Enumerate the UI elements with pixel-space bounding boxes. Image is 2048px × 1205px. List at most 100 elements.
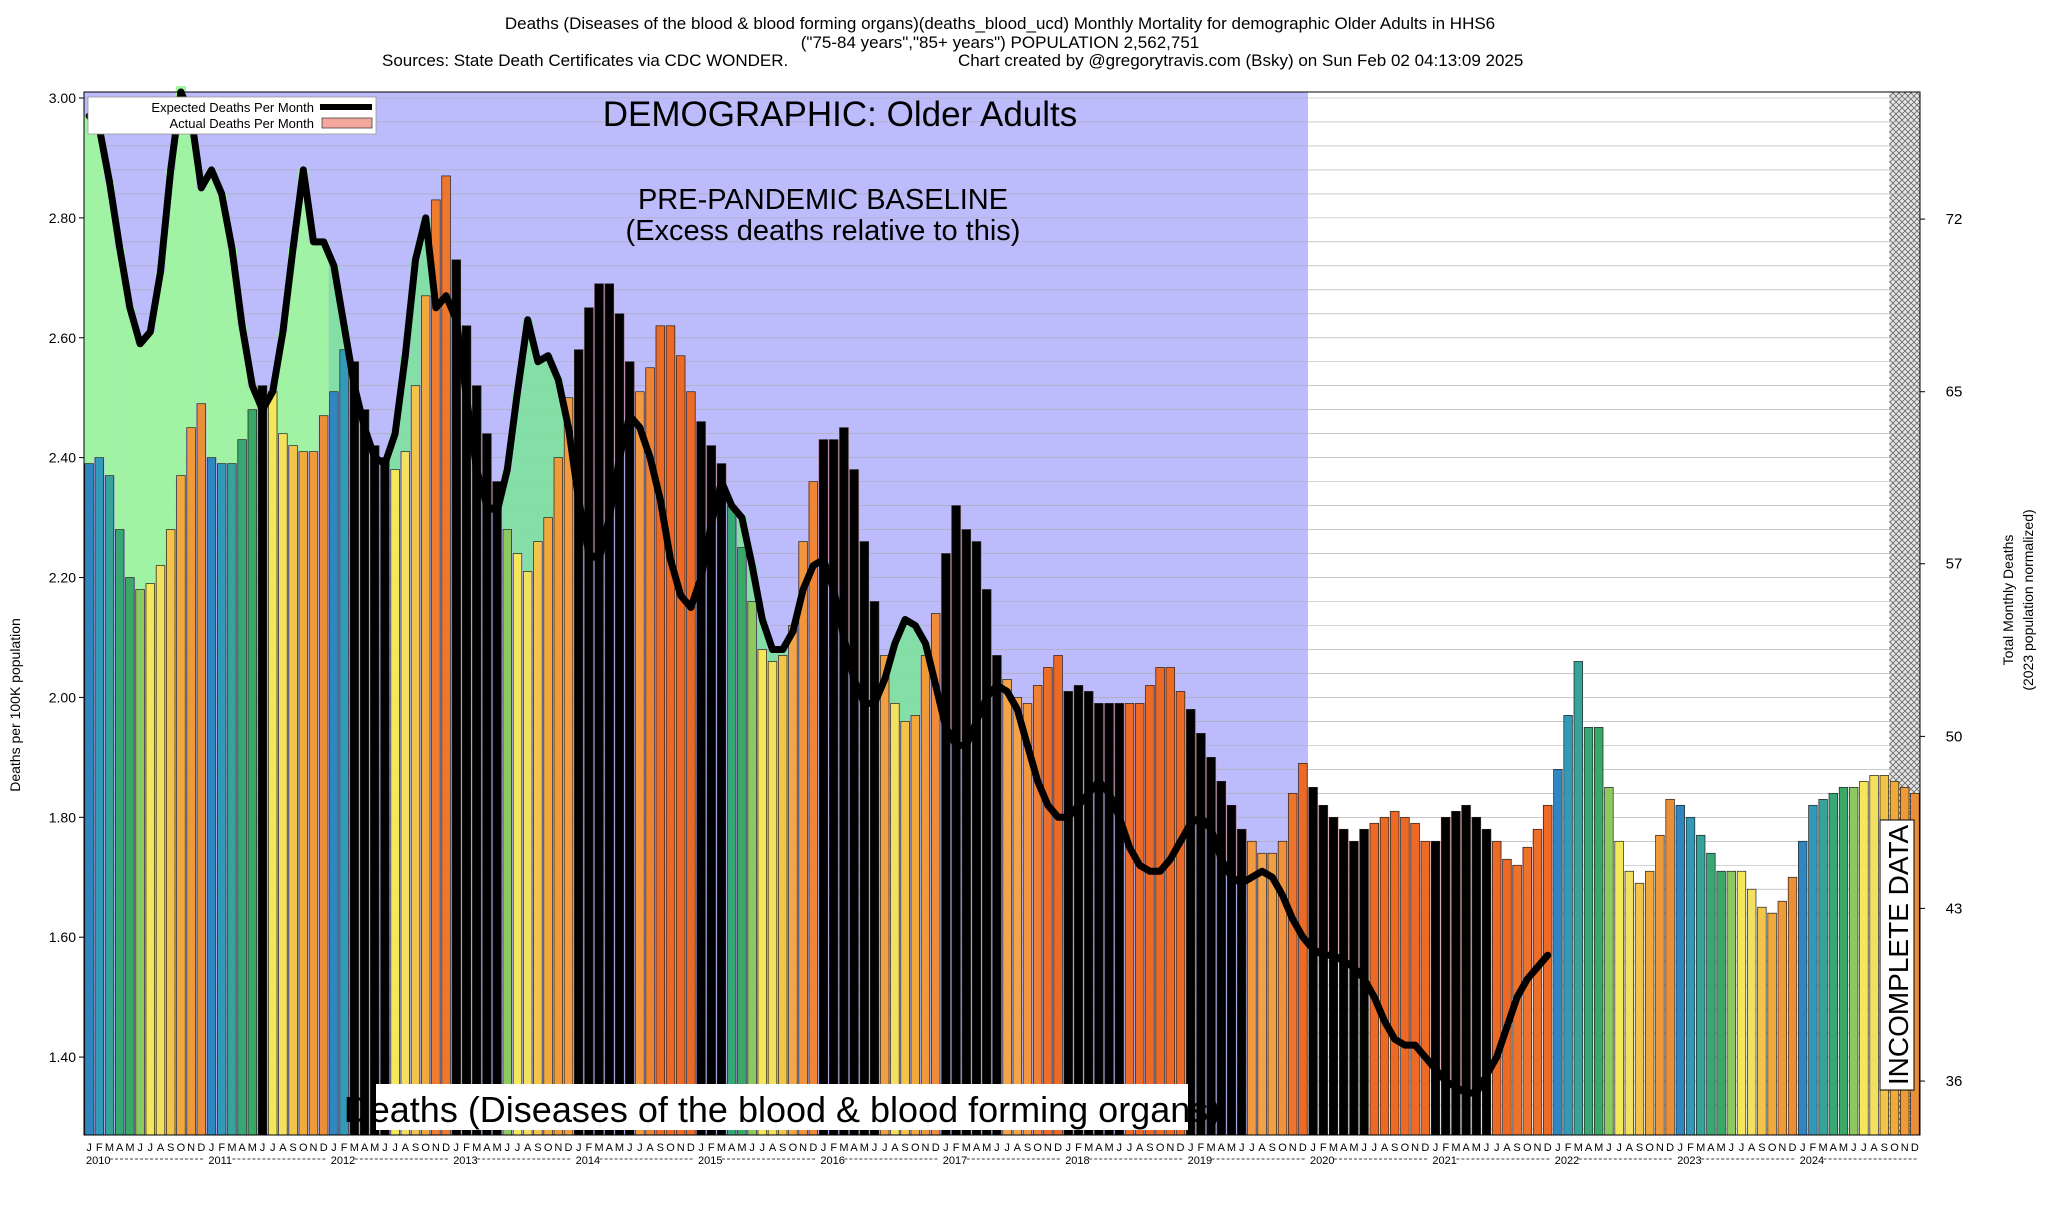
x-month-label: F [830,1142,837,1154]
bar [268,391,278,1136]
x-month-label: A [524,1142,532,1154]
x-month-label: J [86,1142,92,1154]
bar [1614,840,1624,1136]
bar [390,469,400,1136]
deficit-area [196,187,207,404]
x-month-label: J [1127,1142,1133,1154]
bar [1655,834,1665,1136]
x-month-label: A [728,1142,736,1154]
x-month-label: N [432,1142,440,1154]
bar [563,397,574,1136]
bar [910,715,920,1136]
deficit-area [400,355,411,452]
bar [1481,828,1492,1136]
x-month-label: N [187,1142,195,1154]
deficit-area [135,343,146,590]
deficit-area [288,247,299,446]
x-month-label: M [1349,1142,1358,1154]
bar [380,457,390,1136]
x-month-label: M [1717,1142,1726,1154]
bar [584,307,594,1136]
x-month-label: F [1320,1142,1327,1154]
x-year-label: 2019 [1188,1155,1212,1167]
x-month-label: O [421,1142,430,1154]
bar [604,283,614,1136]
bar [1002,679,1012,1136]
deficit-area [767,649,778,662]
x-month-label: M [248,1142,257,1154]
x-month-label: J [331,1142,337,1154]
deficit-area [165,169,176,530]
bar [1757,906,1767,1136]
y-right-tick-label: 57 [1946,556,1963,573]
bar [84,463,94,1136]
x-month-label: M [717,1142,726,1154]
bar [288,445,298,1136]
x-month-label: A [1381,1142,1389,1154]
x-month-label: D [1789,1142,1797,1154]
x-month-label: O [1768,1142,1777,1154]
x-year-label: 2021 [1432,1155,1456,1167]
x-month-label: S [1758,1142,1765,1154]
bar [1063,691,1073,1136]
deficit-area [104,181,115,476]
x-month-label: J [505,1142,511,1154]
x-month-label: N [1778,1142,1786,1154]
bar [1237,828,1247,1136]
bar [1420,840,1430,1136]
y-tick-label: 2.20 [49,570,76,586]
bar [625,361,635,1136]
y-right-tick-label: 50 [1946,728,1963,745]
bar [1594,727,1604,1136]
x-month-label: M [615,1142,624,1154]
bar [1247,840,1257,1136]
bar [206,457,217,1136]
x-month-label: M [227,1142,236,1154]
x-month-label: A [1503,1142,1511,1154]
x-month-label: J [1372,1142,1378,1154]
bar [1033,685,1043,1136]
incomplete-data-label: INCOMPLETE DATA [1879,819,1915,1091]
bar [818,439,829,1136]
x-month-label: A [1095,1142,1103,1154]
x-month-label: M [737,1142,746,1154]
x-month-label: F [586,1142,593,1154]
bar [635,391,645,1136]
x-year-label: 2014 [576,1155,600,1167]
y-axis-label: Deaths per 100K population [7,618,23,792]
bar [900,721,910,1136]
bar [155,565,166,1136]
bar [339,349,349,1136]
bar [1094,703,1104,1136]
x-month-label: J [1800,1142,1806,1154]
bars [84,175,1920,1136]
x-month-label: F [1442,1142,1449,1154]
deficit-area [328,265,339,392]
x-month-label: A [973,1142,981,1154]
bar [951,505,961,1136]
bar [992,655,1002,1136]
bar [1675,804,1685,1136]
x-month-label: J [1851,1142,1857,1154]
x-month-label: J [749,1142,755,1154]
bar [696,421,706,1136]
plot-background [84,92,1920,1135]
x-month-label: J [137,1142,143,1154]
x-month-label: N [922,1142,930,1154]
bar [1339,828,1349,1136]
x-month-label: N [554,1142,562,1154]
deficit-area [145,331,156,584]
x-month-label: D [687,1142,695,1154]
bar [1318,804,1328,1136]
bottom-label-text: Deaths (Diseases of the blood & blood fo… [344,1089,1220,1130]
bar [1573,661,1583,1136]
x-month-label: F [218,1142,225,1154]
bar [1257,852,1267,1136]
x-month-label: M [1696,1142,1705,1154]
bar [686,391,696,1136]
bar [166,529,176,1136]
deficit-area [237,325,248,440]
x-month-label: S [1269,1142,1276,1154]
bar [1175,691,1186,1136]
x-year-label: 2012 [331,1155,355,1167]
